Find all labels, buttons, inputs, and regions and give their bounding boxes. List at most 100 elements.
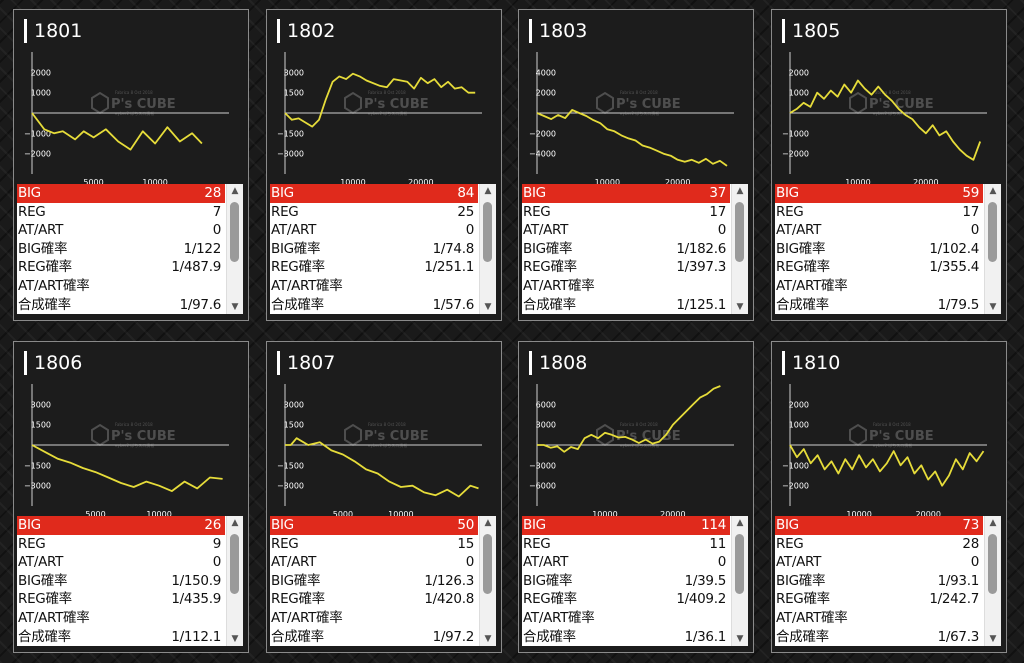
stat-value: 1/102.4 — [929, 240, 979, 257]
stat-label: AT/ART確率 — [776, 277, 848, 294]
scrollbar[interactable]: ▲ ▼ — [984, 516, 1001, 646]
stat-label: AT/ART確率 — [18, 609, 90, 626]
stat-label: AT/ART — [776, 554, 822, 571]
scroll-thumb[interactable] — [483, 202, 492, 262]
scroll-up-arrow-icon[interactable]: ▲ — [989, 186, 997, 196]
stat-row-合成確率: 合成確率 1/97.6 — [17, 296, 225, 314]
stat-label: BIG確率 — [523, 240, 573, 257]
stats-panel[interactable]: BIG 84 REG 25 AT/ART 0 BIG確率 1/74.8 REG確率 1/251.1… — [270, 184, 496, 314]
stat-value: 0 — [465, 222, 475, 239]
scroll-up-arrow-icon[interactable]: ▲ — [231, 186, 239, 196]
stat-row-REG: REG 17 — [775, 203, 983, 222]
scrollbar[interactable]: ▲ ▼ — [226, 516, 243, 646]
cube-icon — [344, 91, 362, 115]
title-marker — [24, 351, 27, 375]
scroll-up-arrow-icon[interactable]: ▲ — [736, 518, 744, 528]
scroll-thumb[interactable] — [735, 534, 744, 594]
scroll-up-arrow-icon[interactable]: ▲ — [231, 518, 239, 528]
stat-value: 1/420.8 — [424, 591, 474, 608]
scroll-down-arrow-icon[interactable]: ▼ — [736, 302, 744, 312]
y-tick-label: −1500 — [277, 129, 304, 138]
y-tick-label: 1000 — [789, 89, 809, 98]
stat-row-AT/ART確率: AT/ART確率 — [17, 277, 225, 296]
data-series-line — [31, 444, 223, 492]
stat-label: 合成確率 — [18, 296, 71, 313]
scroll-thumb[interactable] — [988, 534, 997, 594]
scrollbar[interactable]: ▲ ▼ — [731, 184, 748, 314]
watermark-subtext: Fabrica 8 Ost 2018 — [368, 90, 406, 95]
stat-label: AT/ART — [523, 222, 569, 239]
stat-value: 1/355.4 — [929, 259, 979, 276]
stat-value: 37 — [709, 185, 726, 201]
title-marker — [529, 351, 532, 375]
stats-panel[interactable]: BIG 50 REG 15 AT/ART 0 BIG確率 1/126.3 REG確率 1/420.… — [270, 516, 496, 646]
stat-row-BIG: BIG 84 — [270, 184, 478, 203]
scroll-down-arrow-icon[interactable]: ▼ — [989, 634, 997, 644]
scroll-thumb[interactable] — [230, 202, 239, 262]
scroll-down-arrow-icon[interactable]: ▼ — [484, 302, 492, 312]
scroll-down-arrow-icon[interactable]: ▼ — [736, 634, 744, 644]
scroll-up-arrow-icon[interactable]: ▲ — [484, 186, 492, 196]
stats-panel[interactable]: BIG 73 REG 28 AT/ART 0 BIG確率 1/93.1 REG確率 1/242.7… — [775, 516, 1001, 646]
stats-panel[interactable]: BIG 59 REG 17 AT/ART 0 BIG確率 1/102.4 REG確率 1/355.… — [775, 184, 1001, 314]
machine-number: 1805 — [792, 20, 841, 42]
stat-label: REG — [776, 535, 804, 552]
stat-row-合成確率: 合成確率 1/36.1 — [522, 628, 730, 646]
scroll-up-arrow-icon[interactable]: ▲ — [989, 518, 997, 528]
stats-panel[interactable]: BIG 26 REG 9 AT/ART 0 BIG確率 1/150.9 REG確率 1/435.9… — [17, 516, 243, 646]
scroll-thumb[interactable] — [988, 202, 997, 262]
scrollbar[interactable]: ▲ ▼ — [479, 516, 496, 646]
watermark-subtext: Fabrica 8 Ost 2018 — [873, 90, 911, 95]
y-tick-label: 3000 — [284, 400, 304, 409]
y-tick-label: −2000 — [24, 150, 51, 159]
y-tick-label: 3000 — [31, 400, 51, 409]
scroll-down-arrow-icon[interactable]: ▼ — [989, 302, 997, 312]
scroll-down-arrow-icon[interactable]: ▼ — [484, 634, 492, 644]
x-tick-label: 20000 — [913, 178, 938, 186]
data-series-line — [284, 72, 476, 128]
scroll-down-arrow-icon[interactable]: ▼ — [231, 302, 239, 312]
stat-row-REG: REG 28 — [775, 535, 983, 554]
stat-row-REG: REG 7 — [17, 203, 225, 222]
scrollbar[interactable]: ▲ ▼ — [226, 184, 243, 314]
stat-label: REG — [271, 203, 299, 220]
scroll-down-arrow-icon[interactable]: ▼ — [231, 634, 239, 644]
stats-panel[interactable]: BIG 28 REG 7 AT/ART 0 BIG確率 1/122 REG確率 1/487.9 AT… — [17, 184, 243, 314]
stat-label: REG確率 — [271, 591, 325, 608]
scrollbar[interactable]: ▲ ▼ — [479, 184, 496, 314]
y-tick-label: −2000 — [529, 129, 556, 138]
y-tick-label: 3000 — [536, 421, 556, 430]
machine-title: 1801 — [24, 18, 82, 44]
y-tick-label: 6000 — [536, 400, 556, 409]
stat-label: 合成確率 — [776, 628, 829, 645]
y-tick-label: 1500 — [31, 421, 51, 430]
stat-value: 0 — [717, 554, 727, 571]
stats-panel[interactable]: BIG 37 REG 17 AT/ART 0 BIG確率 1/182.6 REG確率 1/397.… — [522, 184, 748, 314]
stat-label: REG確率 — [523, 591, 577, 608]
scroll-up-arrow-icon[interactable]: ▲ — [484, 518, 492, 528]
scroll-up-arrow-icon[interactable]: ▲ — [736, 186, 744, 196]
stat-value: 17 — [962, 203, 979, 220]
machine-title: 1807 — [277, 350, 335, 376]
scroll-thumb[interactable] — [483, 534, 492, 594]
stat-value: 84 — [457, 185, 474, 201]
scrollbar[interactable]: ▲ ▼ — [984, 184, 1001, 314]
stat-label: BIG確率 — [776, 240, 826, 257]
scroll-thumb[interactable] — [735, 202, 744, 262]
x-tick-label: 10000 — [845, 178, 870, 186]
stats-panel[interactable]: BIG 114 REG 11 AT/ART 0 BIG確率 1/39.5 REG確率 1/409.… — [522, 516, 748, 646]
scroll-thumb[interactable] — [230, 534, 239, 594]
x-tick-label: 20000 — [916, 510, 941, 518]
stat-label: AT/ART確率 — [776, 609, 848, 626]
scrollbar[interactable]: ▲ ▼ — [731, 516, 748, 646]
